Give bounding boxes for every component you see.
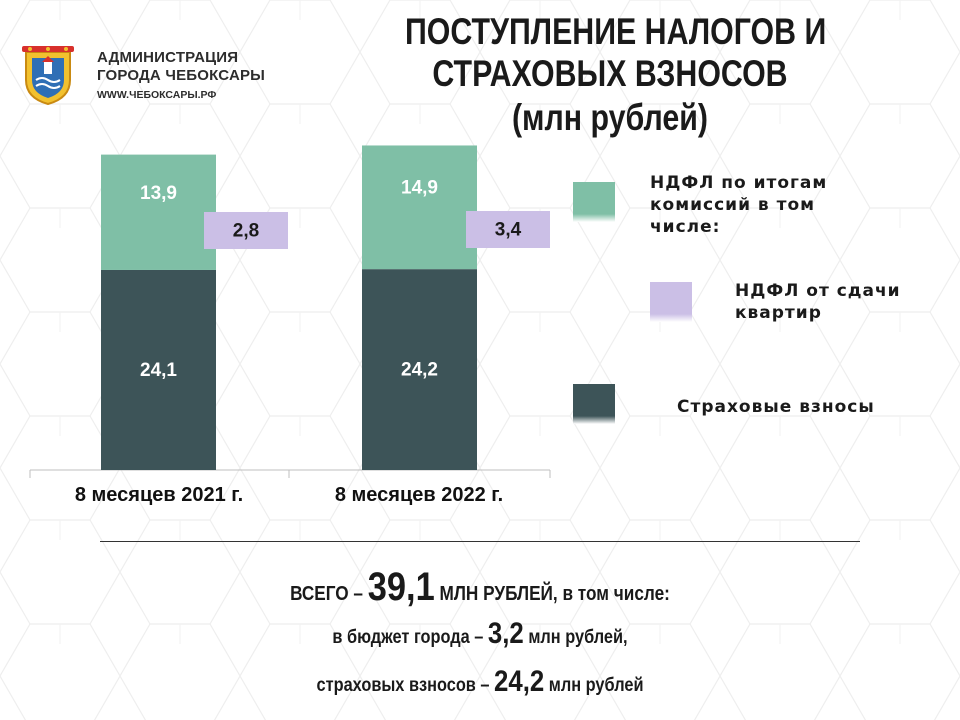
- bar-ndfl-apartments-0: [204, 212, 288, 249]
- data-label-insurance-0: 24,1: [140, 360, 177, 381]
- bar-ndfl-commissions-1: [362, 145, 477, 270]
- org-website: WWW.ЧЕБОКСАРЫ.РФ: [97, 89, 217, 101]
- legend-label-ndfl-apartments-line2: квартир: [735, 303, 822, 323]
- summary-city-suffix: млн рублей,: [523, 627, 628, 648]
- bar-ndfl-apartments-1: [466, 211, 550, 248]
- data-label-ndfl-commissions-0: 13,9: [140, 183, 177, 204]
- summary-ins-suffix: млн рублей: [544, 675, 644, 696]
- bar-insurance-1: [362, 269, 477, 470]
- legend-label-ndfl-apartments: НДФЛ от сдачи квартир: [735, 280, 901, 324]
- bar-ndfl-commissions-0: [101, 154, 216, 270]
- divider-line: [100, 541, 860, 542]
- summary-ins-prefix: страховых взносов –: [316, 675, 495, 696]
- page-title-line2: СТРАХОВЫХ ВЗНОСОВ: [432, 53, 788, 94]
- org-name-line1: АДМИНИСТРАЦИЯ: [97, 49, 239, 66]
- legend-label-ndfl-commissions: НДФЛ по итогам комиссий в том числе:: [650, 172, 827, 238]
- data-label-insurance-1: 24,2: [401, 360, 438, 381]
- legend-label-ndfl-commissions-line3: числе:: [650, 217, 721, 237]
- legend-label-ndfl-apartments-line1: НДФЛ от сдачи: [735, 281, 901, 301]
- legend-label-ndfl-commissions-line1: НДФЛ по итогам: [650, 173, 828, 193]
- legend-label-ndfl-commissions-line2: комиссий в том: [650, 195, 816, 215]
- city-coat-of-arms-icon: [22, 46, 74, 106]
- legend-label-insurance: Страховые взносы: [677, 397, 875, 417]
- category-label-2022: 8 месяцев 2022 г.: [334, 484, 504, 506]
- category-label-2021: 8 месяцев 2021 г.: [74, 484, 244, 506]
- summary-city-prefix: в бюджет города –: [332, 627, 488, 648]
- legend-swatch-insurance: [573, 384, 615, 424]
- legend-swatch-ndfl-commissions: [573, 182, 615, 222]
- summary-city-budget: в бюджет города – 3,2 млн рублей,: [67, 617, 893, 651]
- page-title-line3: (млн рублей): [511, 97, 709, 138]
- data-label-ndfl-apartments-0: 2,8: [233, 221, 259, 242]
- data-label-ndfl-commissions-1: 14,9: [401, 177, 438, 198]
- summary-total: ВСЕГО – 39,1 МЛН РУБЛЕЙ, в том числе:: [67, 565, 893, 610]
- data-label-ndfl-apartments-1: 3,4: [495, 220, 522, 241]
- summary-total-suffix: МЛН РУБЛЕЙ, в том числе:: [434, 583, 670, 605]
- org-name-line2: ГОРОДА ЧЕБОКСАРЫ: [97, 67, 266, 84]
- summary-ins-value: 24,2: [494, 665, 545, 698]
- summary-total-prefix: ВСЕГО –: [290, 583, 368, 605]
- summary-total-value: 39,1: [367, 565, 435, 609]
- summary-insurance: страховых взносов – 24,2 млн рублей: [67, 665, 893, 699]
- bar-insurance-0: [101, 269, 216, 470]
- page-title-line1: ПОСТУПЛЕНИЕ НАЛОГОВ И: [405, 11, 827, 52]
- summary-city-value: 3,2: [487, 617, 524, 650]
- legend-swatch-ndfl-apartments: [650, 282, 692, 322]
